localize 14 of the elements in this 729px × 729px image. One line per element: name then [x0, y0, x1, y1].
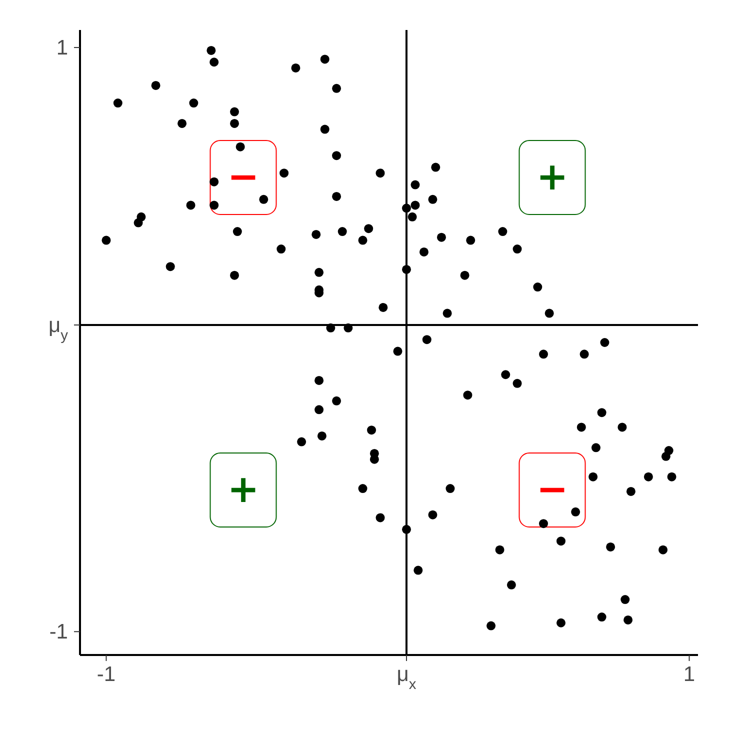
x-tick-label: 1: [683, 663, 696, 686]
x-tick-label: -1: [96, 663, 116, 686]
x-tick-label: μ$_{x}$: [396, 663, 417, 693]
quadrant-sign-box: −: [210, 140, 277, 215]
quadrant-sign-box: −: [518, 452, 586, 528]
annotation: +: [227, 466, 260, 511]
annotation: −: [536, 466, 568, 511]
y-tick-label: -1: [49, 620, 68, 644]
quadrant-sign-box: +: [210, 452, 277, 528]
annotation: +: [536, 154, 568, 198]
y-tick-label: 1: [56, 36, 68, 60]
y-tick-label: μ$_{y}$: [48, 314, 69, 344]
annotation: −: [227, 154, 260, 198]
quadrant-sign-box: +: [518, 140, 586, 215]
